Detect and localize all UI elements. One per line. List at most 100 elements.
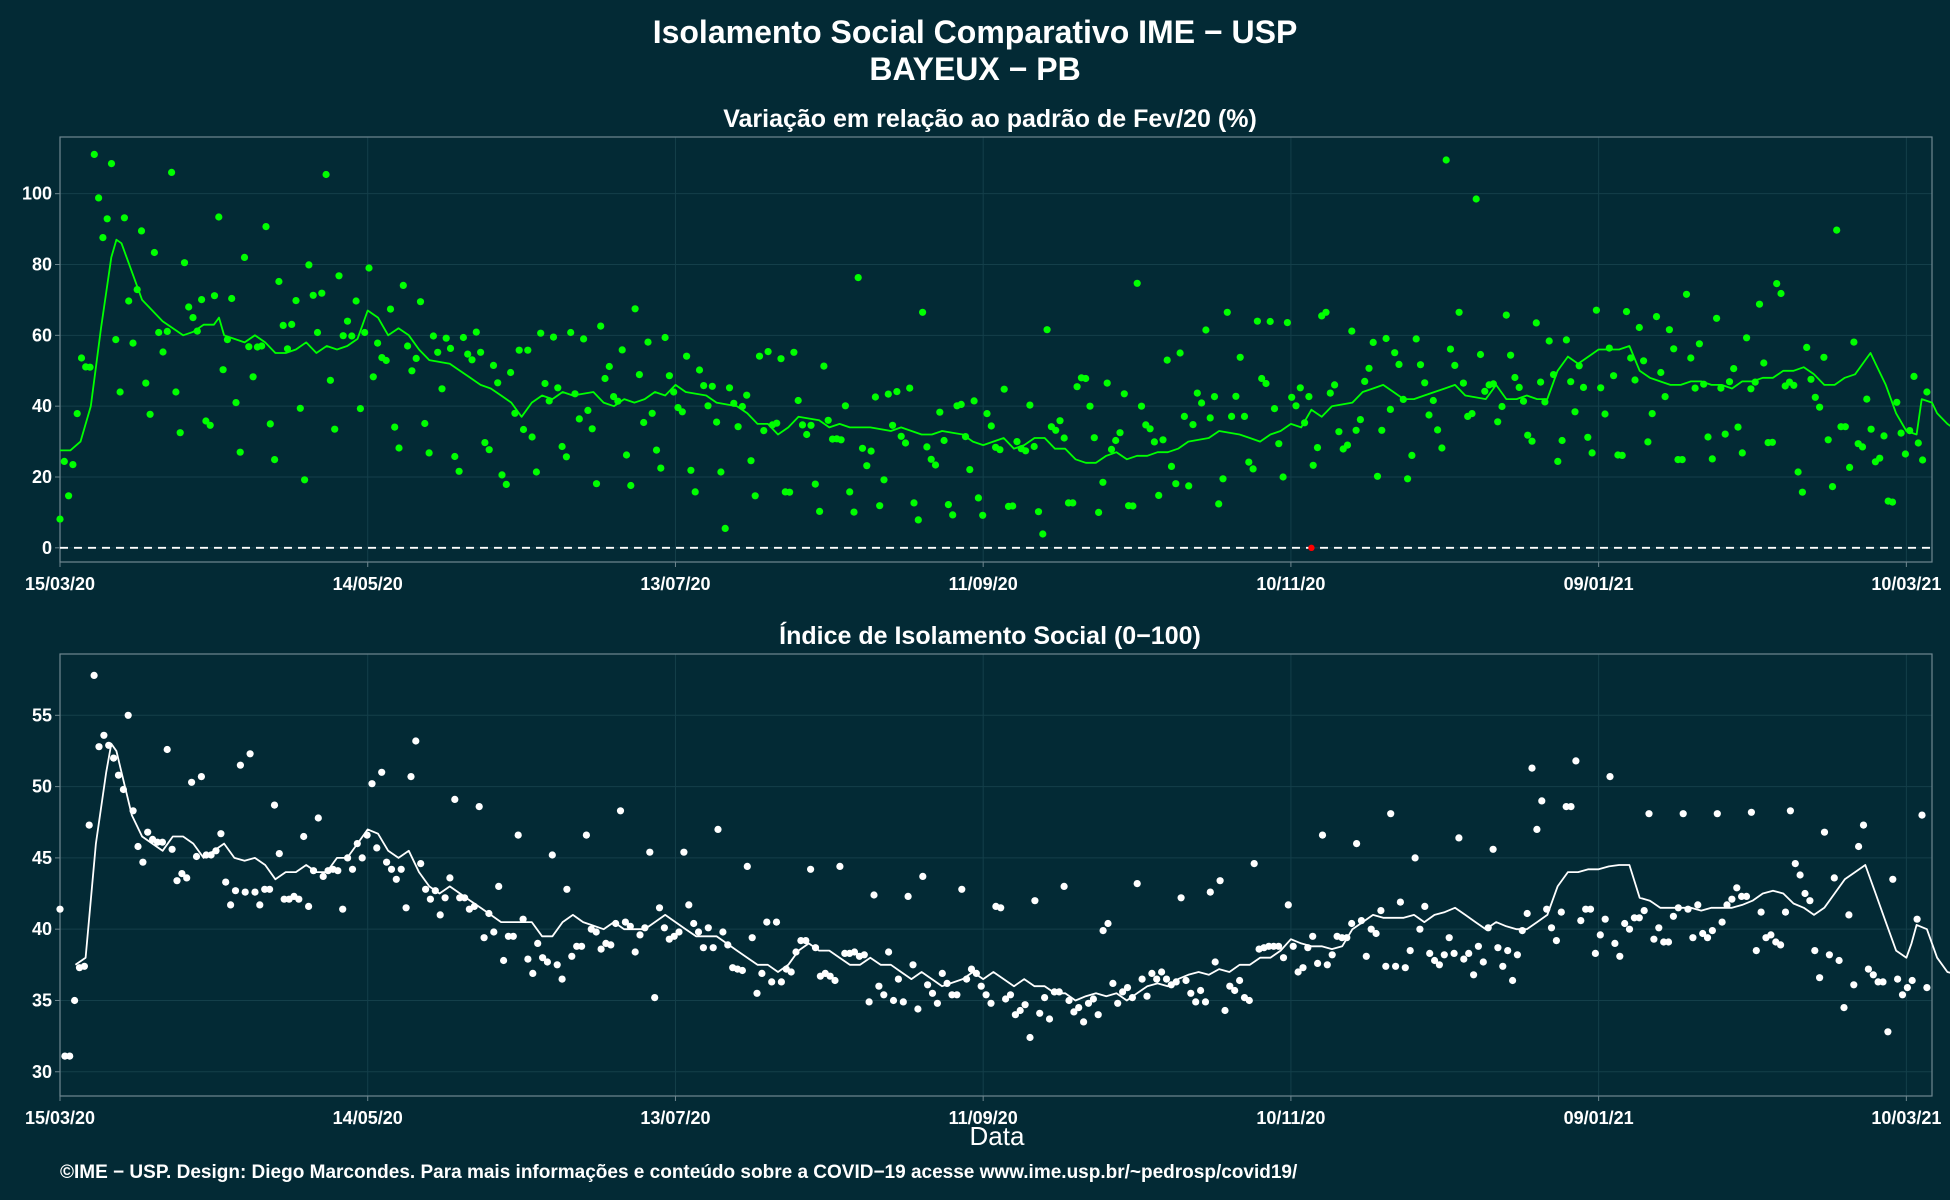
data-point: [909, 961, 917, 969]
data-point: [1867, 425, 1875, 433]
data-point: [1820, 828, 1829, 836]
data-point: [1888, 498, 1897, 506]
data-point: [383, 858, 391, 866]
data-point: [1109, 979, 1117, 988]
data-point: [1172, 978, 1180, 986]
data-point: [1903, 984, 1911, 992]
data-point: [395, 444, 403, 452]
data-point: [1065, 996, 1073, 1005]
data-point: [1411, 854, 1419, 862]
data-point: [1450, 949, 1458, 958]
data-point: [1554, 457, 1562, 465]
data-point: [1283, 319, 1291, 327]
data-point: [1107, 445, 1116, 453]
data-point: [416, 298, 425, 306]
data-point: [207, 851, 215, 859]
data-point: [1206, 888, 1214, 896]
data-point: [1743, 334, 1751, 342]
data-point: [442, 334, 450, 342]
data-point: [614, 397, 622, 405]
data-point: [1445, 934, 1453, 942]
data-point: [1816, 403, 1824, 411]
data-point: [824, 416, 832, 424]
data-point: [1104, 919, 1112, 928]
x-tick-label: 14/05/20: [333, 574, 403, 594]
data-point: [490, 928, 498, 936]
data-point: [146, 410, 154, 418]
data-point: [528, 433, 536, 441]
data-point: [1069, 499, 1077, 507]
data-point: [1801, 889, 1809, 898]
data-point: [601, 374, 609, 383]
data-point: [1314, 959, 1322, 968]
data-point: [1052, 426, 1060, 434]
data-point: [178, 870, 186, 878]
data-point: [133, 286, 141, 294]
data-point: [1216, 877, 1224, 885]
data-point: [212, 847, 220, 855]
data-point: [236, 761, 244, 769]
x-tick-label: 15/03/20: [25, 1108, 95, 1128]
data-point: [56, 515, 64, 523]
data-point: [1026, 1033, 1034, 1042]
data-point: [1803, 343, 1811, 351]
data-point: [1128, 994, 1136, 1002]
data-point: [1382, 334, 1390, 343]
data-point: [1253, 317, 1261, 325]
y-tick-label: 80: [32, 255, 52, 275]
data-point: [1704, 433, 1712, 441]
data-point: [134, 842, 142, 851]
data-point: [1572, 757, 1580, 765]
data-point: [240, 253, 249, 261]
data-point: [919, 872, 927, 881]
data-point: [1016, 1006, 1024, 1015]
data-point: [1796, 871, 1804, 879]
data-point: [1167, 462, 1176, 470]
data-point: [1382, 962, 1390, 970]
data-point: [417, 860, 425, 868]
data-point: [1182, 976, 1190, 985]
data-point: [854, 274, 862, 282]
data-point: [1070, 1008, 1078, 1016]
data-point: [1416, 925, 1424, 933]
data-point: [275, 850, 283, 858]
data-point: [1562, 336, 1570, 344]
data-point: [339, 332, 347, 340]
data-point: [748, 934, 756, 942]
data-point: [1575, 362, 1583, 370]
data-point: [319, 872, 327, 881]
data-point: [1002, 995, 1010, 1003]
data-point: [1507, 351, 1515, 359]
data-point: [1625, 925, 1634, 933]
x-tick-label: 11/09/20: [949, 1108, 1018, 1128]
data-point: [1652, 313, 1661, 321]
data-point: [914, 1005, 922, 1013]
data-point: [1030, 442, 1038, 451]
data-point: [1923, 984, 1931, 992]
data-point: [1056, 417, 1064, 425]
data-point: [1391, 349, 1399, 357]
data-point: [1816, 974, 1824, 982]
data-point: [936, 408, 944, 416]
data-point: [904, 892, 912, 901]
data-point: [292, 297, 300, 305]
data-point: [507, 368, 515, 377]
data-point: [661, 333, 669, 342]
data-point: [1747, 385, 1755, 393]
data-point: [1730, 365, 1738, 373]
data-point: [382, 356, 390, 365]
data-point: [730, 399, 738, 407]
panel2-title: Índice de Isolamento Social (0−100): [779, 621, 1201, 650]
data-point: [760, 427, 768, 435]
data-point: [1524, 431, 1532, 439]
data-point: [1547, 924, 1556, 932]
data-point: [876, 502, 884, 510]
data-point: [441, 894, 449, 902]
data-point: [884, 390, 892, 398]
data-point: [709, 944, 717, 952]
data-point: [680, 848, 688, 856]
data-point: [1153, 975, 1161, 983]
data-point: [386, 305, 395, 313]
data-point: [724, 941, 732, 949]
data-point: [1695, 340, 1703, 348]
